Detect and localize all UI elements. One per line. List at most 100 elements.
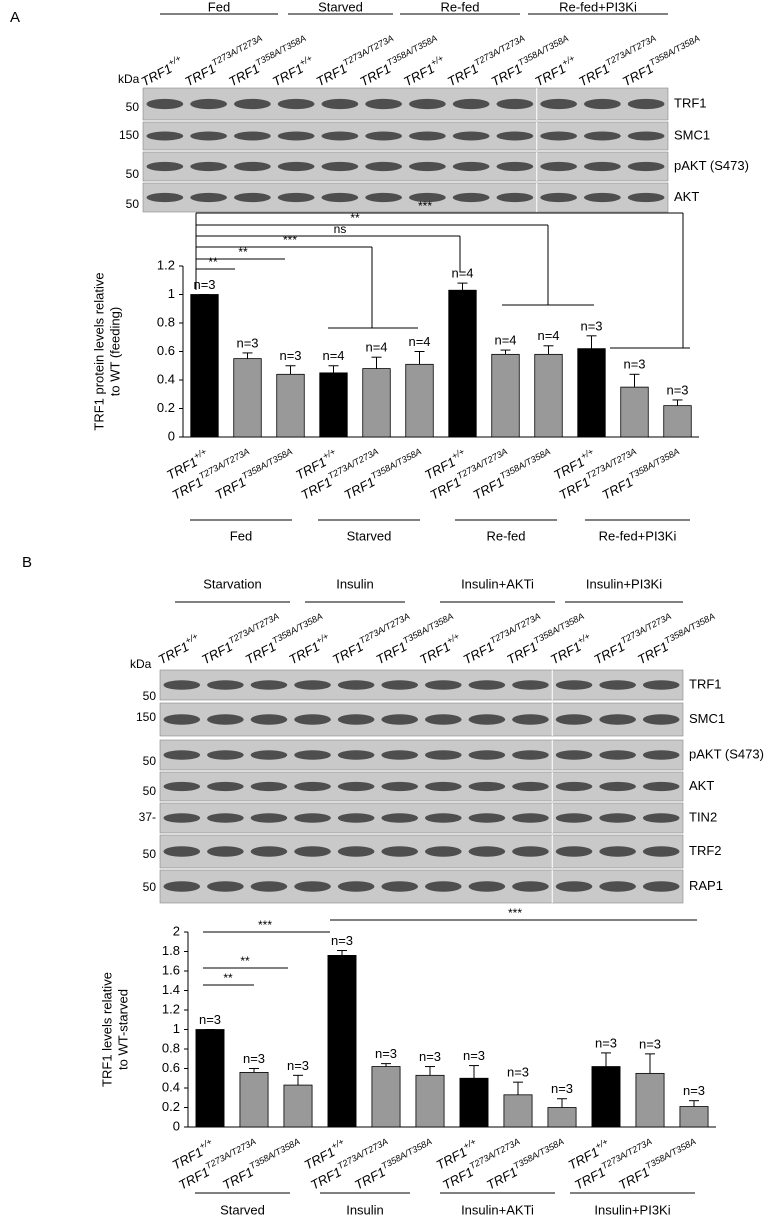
row-label: TRF2 xyxy=(689,843,722,858)
y-tick-label: 0.8 xyxy=(162,1040,180,1055)
blot-band xyxy=(540,131,577,141)
blot-strip xyxy=(159,669,684,701)
n-label: n=3 xyxy=(199,1012,221,1027)
row-label: pAKT (S473) xyxy=(674,158,749,173)
blot-band xyxy=(627,192,665,203)
blot-band xyxy=(381,846,419,857)
blot-band xyxy=(599,781,636,792)
y-tick-label: 0.6 xyxy=(162,1060,180,1075)
blot-band xyxy=(540,161,577,172)
group-label: Insulin+AKTi xyxy=(461,1202,534,1217)
blot-band xyxy=(294,680,331,690)
blot-band xyxy=(584,131,621,141)
blot-band xyxy=(294,813,331,823)
blot-band xyxy=(409,131,446,141)
blot-band xyxy=(512,813,549,823)
blot-band xyxy=(294,714,331,725)
n-label: n=4 xyxy=(322,348,344,363)
blot-strip xyxy=(142,121,669,151)
blot-band xyxy=(496,98,534,110)
allele: +/+ xyxy=(462,1137,478,1152)
y-tick-label: 2 xyxy=(173,923,180,938)
blot-band xyxy=(365,131,402,141)
bar xyxy=(415,1074,445,1128)
blot-band xyxy=(642,750,680,760)
bar xyxy=(327,955,357,1128)
marker-label: 50 xyxy=(143,784,157,798)
allele: T358A/T358A xyxy=(644,1137,698,1172)
bar xyxy=(319,372,348,438)
blot-strip xyxy=(159,834,684,869)
blot-band xyxy=(337,846,375,857)
allele: +/+ xyxy=(321,447,337,462)
blot-strip xyxy=(142,151,669,182)
bar xyxy=(195,1029,225,1128)
marker-label: 50 xyxy=(126,197,140,211)
blot-band xyxy=(555,714,593,725)
marker-label: 37- xyxy=(139,810,156,824)
group-header: Fed xyxy=(208,0,230,14)
blot-band xyxy=(381,813,419,823)
bar xyxy=(405,363,434,438)
group-label: Re-fed xyxy=(486,528,525,543)
panel-label: A xyxy=(10,9,20,26)
blot-band xyxy=(381,881,419,892)
blot-band xyxy=(250,781,288,792)
allele: +/+ xyxy=(192,447,208,462)
blot-band xyxy=(190,161,227,172)
y-axis-label: TRF1 levels relative xyxy=(99,972,114,1087)
bar xyxy=(635,1072,665,1128)
allele: T358A/T358A xyxy=(248,1137,302,1172)
bar xyxy=(459,1077,489,1128)
blot-band xyxy=(642,680,680,690)
blot-band xyxy=(468,781,506,792)
blot-strip xyxy=(159,739,684,771)
n-label: n=3 xyxy=(419,1049,441,1064)
blot-strip xyxy=(159,702,684,737)
blot-band xyxy=(642,781,680,792)
bar xyxy=(190,294,219,438)
allele: +/+ xyxy=(450,447,466,462)
blot-strip xyxy=(159,802,684,834)
n-label: n=3 xyxy=(193,277,215,292)
blot-band xyxy=(337,781,375,792)
blot-band xyxy=(337,680,375,690)
blot-band xyxy=(424,714,462,725)
n-label: n=3 xyxy=(623,357,645,372)
blot-band xyxy=(512,881,549,892)
blot-band xyxy=(381,680,419,690)
blot-band xyxy=(409,98,446,110)
n-label: n=3 xyxy=(331,933,353,948)
blot-band xyxy=(627,161,665,172)
lane-label: TRF1T358A/T358A xyxy=(634,611,720,667)
blot-band xyxy=(294,750,331,760)
blot-band xyxy=(294,781,331,792)
blot-band xyxy=(512,714,549,725)
blot-band xyxy=(337,881,375,892)
n-label: n=4 xyxy=(408,334,430,349)
marker-label: 50 xyxy=(143,847,157,861)
blot-band xyxy=(321,161,359,172)
blot-band xyxy=(163,781,201,792)
x-tick-label: TRF1T358A/T358A xyxy=(483,1137,569,1193)
n-label: n=4 xyxy=(494,333,516,348)
lane-label: TRF1+/+ xyxy=(155,631,203,667)
allele: T358A/T358A xyxy=(380,1137,434,1172)
blot-band xyxy=(163,750,201,760)
blot-band xyxy=(207,781,244,792)
y-tick-label: 0 xyxy=(173,1118,180,1133)
group-label: Fed xyxy=(230,528,252,543)
group-label: Insulin xyxy=(346,1202,384,1217)
n-label: n=3 xyxy=(551,1081,573,1096)
blot-band xyxy=(642,714,680,725)
blot-band xyxy=(146,192,184,203)
blot-band xyxy=(277,161,315,172)
blot-band xyxy=(468,680,506,690)
panel-label: B xyxy=(22,554,32,571)
blot-band xyxy=(163,813,201,823)
blot-band xyxy=(163,714,201,725)
blot-band xyxy=(599,881,636,892)
allele: +/+ xyxy=(183,631,199,646)
blot-band xyxy=(599,813,636,823)
